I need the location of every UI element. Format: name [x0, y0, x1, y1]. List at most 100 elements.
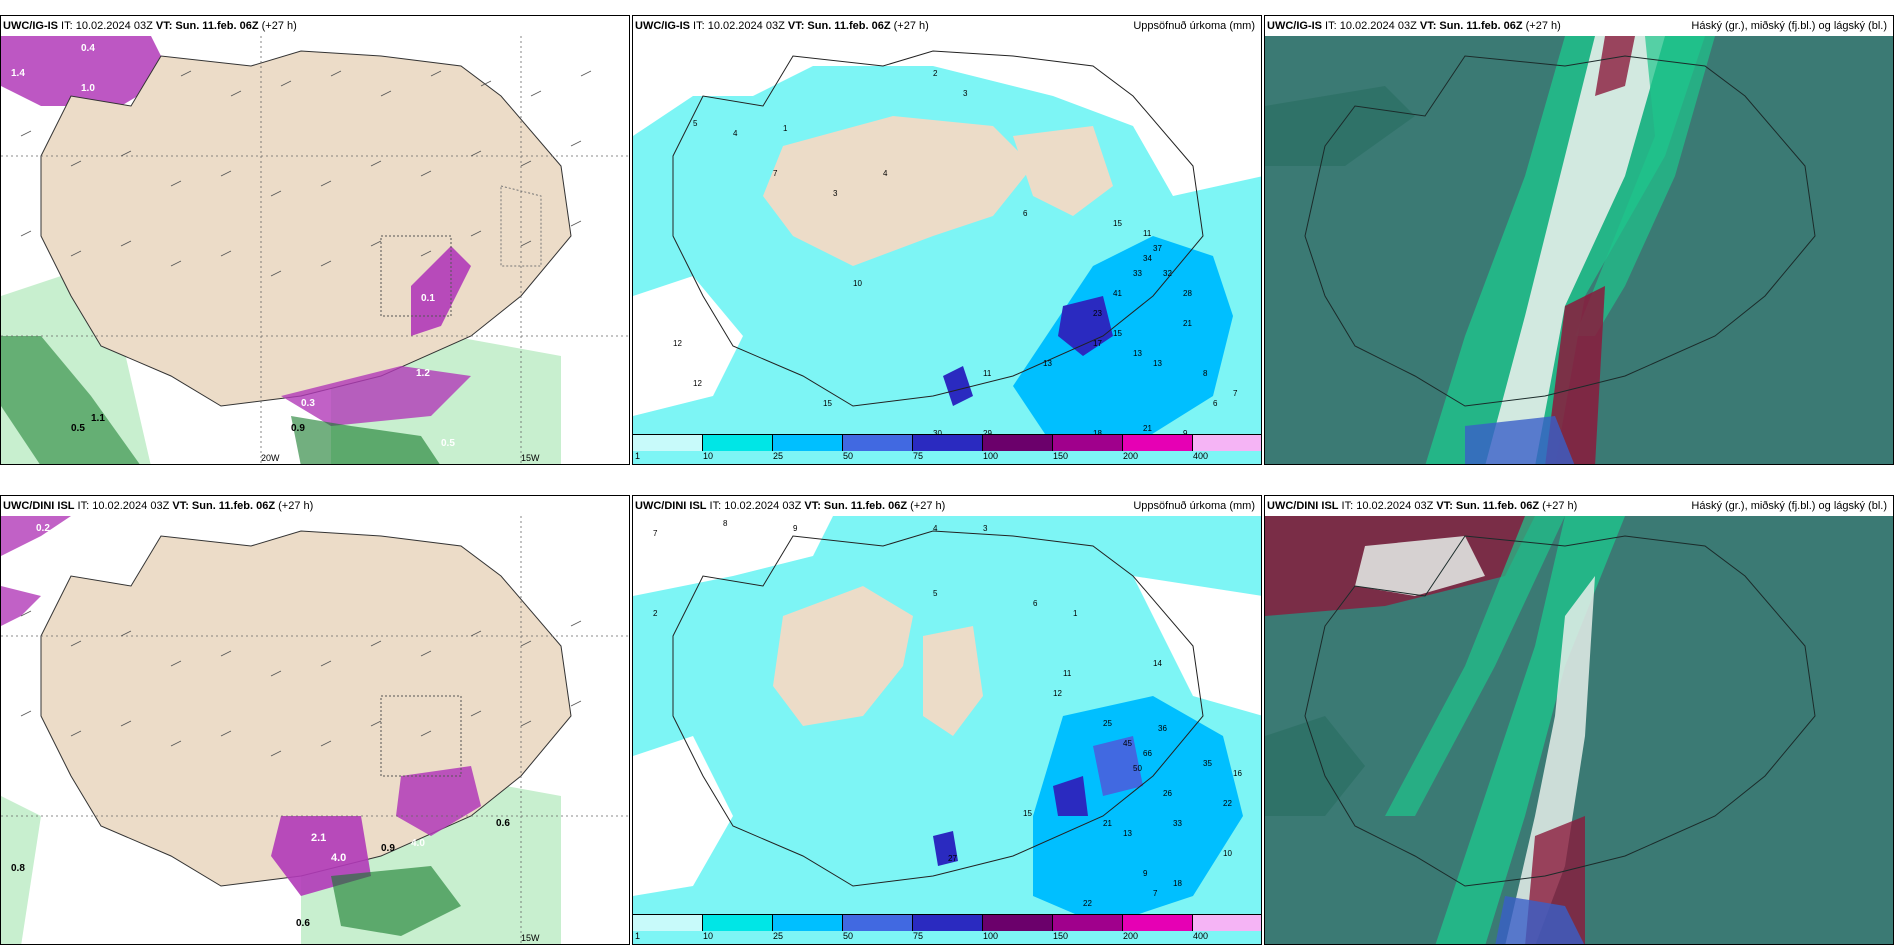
- svg-text:2: 2: [933, 69, 938, 78]
- svg-text:7: 7: [1153, 889, 1158, 898]
- svg-text:6: 6: [1023, 209, 1028, 218]
- svg-text:4.0: 4.0: [411, 838, 425, 849]
- svg-text:8: 8: [1203, 369, 1208, 378]
- svg-text:4: 4: [883, 169, 888, 178]
- panel-precip-top: UWC/IG-IS IT: 10.02.2024 03Z VT: Sun. 11…: [632, 15, 1262, 465]
- svg-text:0.6: 0.6: [496, 818, 510, 829]
- lon-label: 15W: [521, 933, 540, 943]
- svg-text:30: 30: [933, 429, 942, 438]
- panel-title: Háský (gr.), miðský (fj.bl.) og lágský (…: [1691, 500, 1887, 512]
- svg-text:0.2: 0.2: [36, 523, 50, 534]
- panel-header: UWC/DINI ISL IT: 10.02.2024 03Z VT: Sun.…: [3, 500, 314, 512]
- svg-text:29: 29: [983, 429, 992, 438]
- svg-text:11: 11: [1143, 229, 1152, 238]
- svg-text:10: 10: [853, 279, 862, 288]
- svg-text:9: 9: [1183, 429, 1188, 438]
- svg-text:6: 6: [1213, 399, 1218, 408]
- cloud-map[interactable]: [1265, 516, 1893, 944]
- svg-text:2.1: 2.1: [311, 832, 326, 844]
- svg-text:22: 22: [1083, 899, 1092, 908]
- svg-text:4: 4: [733, 129, 738, 138]
- svg-text:9: 9: [793, 524, 798, 533]
- svg-text:13: 13: [1043, 359, 1052, 368]
- lon-label: 15W: [521, 453, 540, 463]
- panel-header: UWC/IG-IS IT: 10.02.2024 03Z VT: Sun. 11…: [3, 20, 297, 32]
- svg-text:12: 12: [693, 379, 702, 388]
- svg-text:15: 15: [823, 399, 832, 408]
- map-canvas: 15W 0.2 0.6 2.1 4.0 0.9 4.0 0.8 0.6: [1, 516, 629, 944]
- svg-text:0.6: 0.6: [296, 918, 310, 929]
- svg-text:21: 21: [1103, 819, 1112, 828]
- panel-header: UWC/IG-IS IT: 10.02.2024 03Z VT: Sun. 11…: [633, 16, 1261, 36]
- svg-text:0.5: 0.5: [71, 423, 85, 434]
- svg-text:0.1: 0.1: [421, 293, 435, 304]
- svg-text:4.0: 4.0: [331, 852, 346, 864]
- panel-clouds-top: UWC/IG-IS IT: 10.02.2024 03Z VT: Sun. 11…: [1264, 15, 1894, 465]
- svg-text:13: 13: [1123, 829, 1132, 838]
- svg-text:37: 37: [1153, 244, 1162, 253]
- svg-text:13: 13: [1133, 349, 1142, 358]
- svg-text:5: 5: [933, 589, 938, 598]
- precip-colorbar: 1 10 25 50 75 100 150 200 400: [633, 914, 1261, 944]
- svg-text:1: 1: [1073, 609, 1078, 618]
- panel-clouds-bottom: UWC/DINI ISL IT: 10.02.2024 03Z VT: Sun.…: [1264, 495, 1894, 945]
- svg-text:12: 12: [1053, 689, 1062, 698]
- svg-text:32: 32: [1163, 269, 1172, 278]
- svg-text:15: 15: [1113, 329, 1122, 338]
- svg-text:1.4: 1.4: [11, 68, 25, 79]
- svg-text:3: 3: [983, 524, 988, 533]
- svg-text:0.8: 0.8: [11, 863, 25, 874]
- svg-text:1: 1: [783, 124, 788, 133]
- svg-text:0.4: 0.4: [81, 43, 95, 54]
- svg-text:0.9: 0.9: [291, 423, 305, 434]
- svg-text:66: 66: [1143, 749, 1152, 758]
- svg-text:21: 21: [1183, 319, 1192, 328]
- svg-text:13: 13: [1153, 359, 1162, 368]
- svg-text:15: 15: [1023, 809, 1032, 818]
- svg-text:11: 11: [983, 369, 992, 378]
- map-canvas: 20W 15W 0.4 1.4 1.0 0.1 1.2 0.3 0.9 0.5 …: [1, 36, 629, 464]
- svg-text:16: 16: [1233, 769, 1242, 778]
- svg-text:0.9: 0.9: [381, 843, 395, 854]
- panel-wind-bottom: UWC/DINI ISL IT: 10.02.2024 03Z VT: Sun.…: [0, 495, 630, 945]
- lon-label: 20W: [261, 453, 280, 463]
- svg-text:7: 7: [773, 169, 778, 178]
- svg-text:12: 12: [673, 339, 682, 348]
- map-canvas: [1265, 36, 1893, 464]
- svg-text:35: 35: [1203, 759, 1212, 768]
- svg-text:25: 25: [1103, 719, 1112, 728]
- svg-text:0.3: 0.3: [301, 398, 315, 409]
- svg-text:33: 33: [1173, 819, 1182, 828]
- svg-text:6: 6: [1033, 599, 1038, 608]
- svg-text:1.0: 1.0: [81, 83, 95, 94]
- wind-snow-map[interactable]: 15W 0.2 0.6 2.1 4.0 0.9 4.0 0.8 0.6: [1, 516, 629, 944]
- svg-text:1.2: 1.2: [416, 368, 430, 379]
- precip-colorbar: 1 10 25 50 75 100 150 200 400: [633, 434, 1261, 464]
- svg-text:11: 11: [1063, 669, 1072, 678]
- svg-text:18: 18: [1093, 429, 1102, 438]
- svg-text:8: 8: [723, 519, 728, 528]
- panel-header: UWC/IG-IS IT: 10.02.2024 03Z VT: Sun. 11…: [1265, 16, 1893, 36]
- svg-text:18: 18: [1173, 879, 1182, 888]
- svg-text:36: 36: [1158, 724, 1167, 733]
- wind-snow-map[interactable]: 20W 15W 0.4 1.4 1.0 0.1 1.2 0.3 0.9 0.5 …: [1, 36, 629, 464]
- panel-title: Uppsöfnuð úrkoma (mm): [1133, 500, 1255, 512]
- svg-text:21: 21: [1143, 424, 1152, 433]
- panel-precip-bottom: UWC/DINI ISL IT: 10.02.2024 03Z VT: Sun.…: [632, 495, 1262, 945]
- cloud-map[interactable]: [1265, 36, 1893, 464]
- svg-text:5: 5: [693, 119, 698, 128]
- svg-text:3: 3: [833, 189, 838, 198]
- panel-header: UWC/DINI ISL IT: 10.02.2024 03Z VT: Sun.…: [1265, 496, 1893, 516]
- svg-text:27: 27: [948, 854, 957, 863]
- svg-text:7: 7: [653, 529, 658, 538]
- svg-text:23: 23: [1093, 309, 1102, 318]
- svg-text:9: 9: [1143, 869, 1148, 878]
- svg-text:3: 3: [963, 89, 968, 98]
- svg-text:33: 33: [1133, 269, 1142, 278]
- svg-text:2: 2: [653, 609, 658, 618]
- svg-text:26: 26: [1163, 789, 1172, 798]
- svg-text:28: 28: [1183, 289, 1192, 298]
